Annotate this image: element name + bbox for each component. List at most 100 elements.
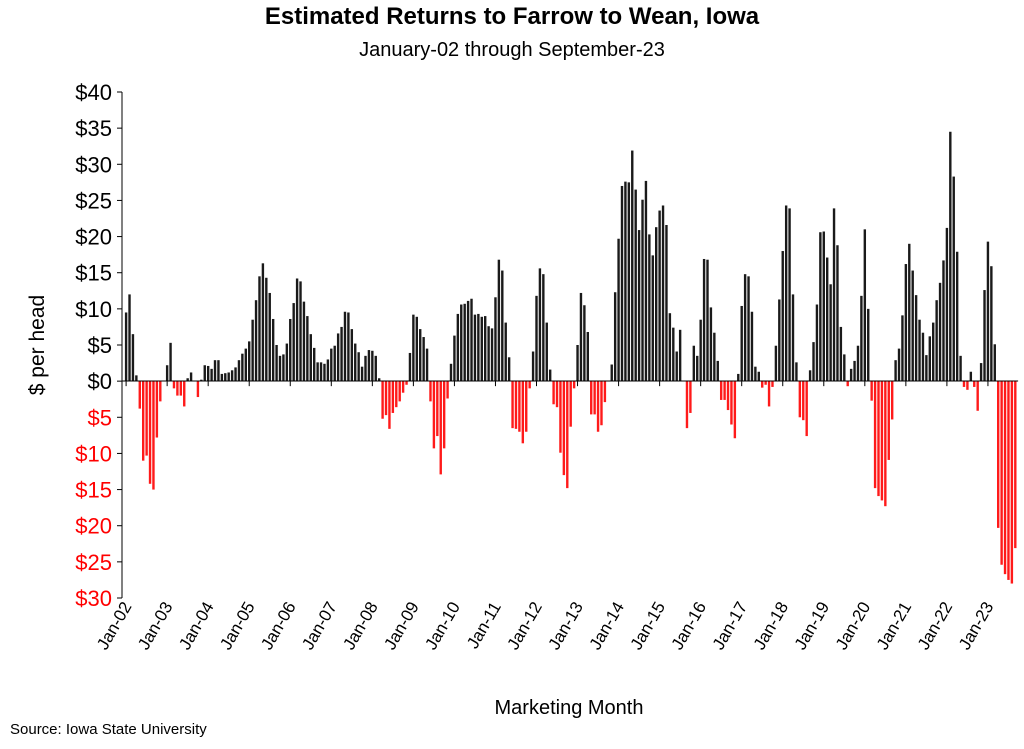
bar-positive — [669, 313, 671, 381]
bar-positive — [306, 316, 308, 381]
bar-positive — [217, 360, 219, 381]
bar-positive — [614, 292, 616, 381]
bar-negative — [604, 381, 606, 402]
bar-positive — [296, 278, 298, 381]
y-tick-label: $40 — [75, 80, 112, 105]
x-tick-label: Jan-12 — [504, 599, 546, 654]
bar-positive — [310, 334, 312, 381]
x-tick-label: Jan-21 — [873, 599, 915, 654]
bar-positive — [135, 375, 137, 381]
y-tick-label: $25 — [75, 188, 112, 213]
bar-negative — [847, 381, 849, 386]
bar-negative — [395, 381, 397, 407]
y-tick-label: $25 — [75, 550, 112, 575]
bar-negative — [1011, 381, 1013, 583]
bar-positive — [481, 317, 483, 381]
bar-positive — [665, 225, 667, 381]
bar-positive — [224, 373, 226, 381]
bar-positive — [782, 251, 784, 381]
bar-negative — [881, 381, 883, 500]
bar-positive — [819, 232, 821, 381]
bar-positive — [207, 366, 209, 381]
bar-positive — [467, 301, 469, 381]
bar-positive — [994, 344, 996, 381]
bar-positive — [539, 268, 541, 381]
bar-positive — [737, 374, 739, 381]
bar-positive — [747, 276, 749, 381]
y-tick-label: $10 — [75, 297, 112, 322]
bar-negative — [197, 381, 199, 397]
bar-positive — [128, 294, 130, 381]
bar-positive — [823, 232, 825, 382]
bar-negative — [433, 381, 435, 448]
bar-positive — [289, 319, 291, 381]
bar-positive — [364, 356, 366, 381]
bar-negative — [511, 381, 513, 428]
bar-positive — [292, 303, 294, 381]
bar-positive — [867, 309, 869, 381]
x-tick-label: Jan-07 — [298, 599, 340, 654]
x-tick-label: Jan-15 — [627, 599, 669, 654]
y-axis-label: $ per head — [26, 295, 49, 395]
bar-positive — [351, 329, 353, 381]
y-tick-label: $10 — [75, 441, 112, 466]
bar-negative — [976, 381, 978, 411]
bar-positive — [313, 348, 315, 381]
bar-positive — [826, 258, 828, 382]
x-tick-label: Jan-22 — [914, 599, 956, 654]
bar-negative — [1000, 381, 1002, 565]
bar-positive — [628, 182, 630, 381]
bar-negative — [966, 381, 968, 390]
bar-positive — [470, 299, 472, 381]
bar-positive — [956, 252, 958, 381]
bar-positive — [980, 363, 982, 381]
bar-negative — [689, 381, 691, 413]
x-tick-label: Jan-13 — [545, 599, 587, 654]
bar-negative — [799, 381, 801, 417]
bar-positive — [850, 369, 852, 381]
bar-positive — [946, 228, 948, 381]
bar-negative — [600, 381, 602, 425]
bar-positive — [696, 356, 698, 381]
bar-positive — [898, 349, 900, 382]
bar-negative — [963, 381, 965, 387]
y-tick-label: $20 — [75, 225, 112, 250]
bar-positive — [457, 314, 459, 381]
bar-positive — [508, 357, 510, 381]
bar-positive — [323, 364, 325, 381]
bar-positive — [238, 360, 240, 381]
bar-positive — [337, 333, 339, 381]
x-tick-label: Jan-17 — [709, 599, 751, 654]
bar-positive — [751, 312, 753, 381]
bar-positive — [836, 245, 838, 381]
bar-negative — [446, 381, 448, 398]
bar-positive — [416, 317, 418, 381]
bar-negative — [429, 381, 431, 401]
bar-negative — [159, 381, 161, 401]
bar-positive — [542, 274, 544, 381]
bar-negative — [388, 381, 390, 429]
bar-positive — [316, 362, 318, 381]
bar-positive — [262, 263, 264, 381]
bar-positive — [354, 344, 356, 382]
bar-negative — [436, 381, 438, 436]
bar-negative — [1014, 381, 1016, 548]
bar-positive — [409, 353, 411, 381]
bar-positive — [320, 362, 322, 381]
x-tick-label: Jan-11 — [463, 599, 505, 652]
bar-positive — [676, 352, 678, 382]
bar-positive — [494, 297, 496, 381]
bar-positive — [286, 344, 288, 382]
bar-positive — [269, 293, 271, 381]
bar-positive — [908, 244, 910, 381]
bar-positive — [778, 299, 780, 381]
y-tick-label: $35 — [75, 116, 112, 141]
bar-positive — [925, 355, 927, 381]
bar-negative — [593, 381, 595, 414]
bar-positive — [546, 323, 548, 382]
bar-positive — [228, 372, 230, 381]
bar-negative — [176, 381, 178, 395]
bar-negative — [730, 381, 732, 424]
bar-positive — [706, 260, 708, 381]
